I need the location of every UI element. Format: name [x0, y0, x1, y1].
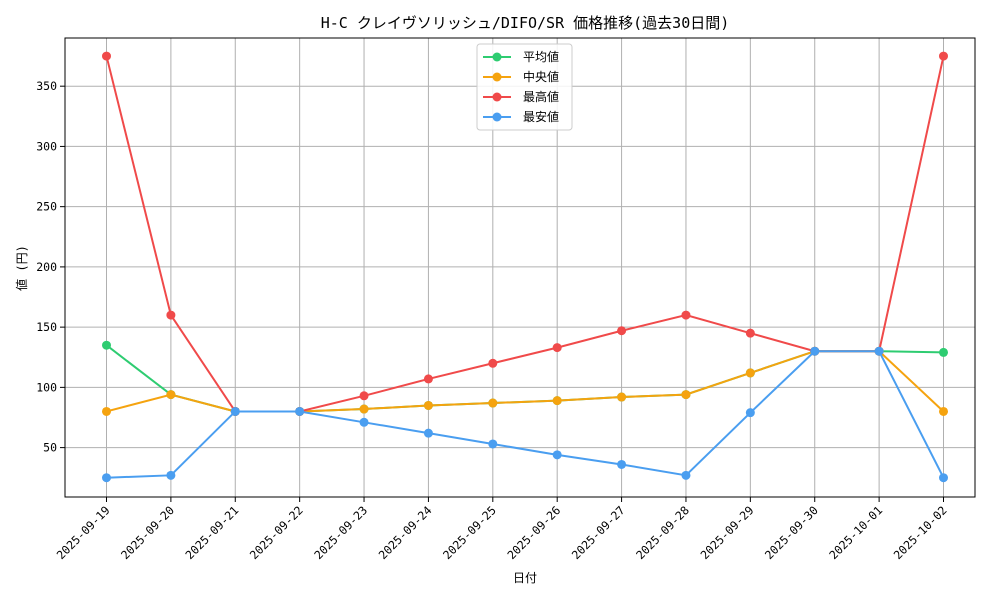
legend-box — [476, 43, 573, 131]
data-point — [488, 398, 498, 408]
data-point — [681, 390, 691, 400]
series-layer — [102, 51, 948, 483]
x-tick-label: 2025-09-24 — [376, 503, 435, 562]
x-tick-label: 2025-10-01 — [826, 503, 885, 562]
data-point — [359, 404, 369, 414]
x-axis: 2025-09-19 2025-09-20 2025-09-21 2025-09-22… — [54, 497, 950, 562]
data-point — [939, 406, 948, 416]
x-tick-label: 2025-09-28 — [633, 503, 692, 562]
legend-item: 平均値 — [483, 49, 559, 64]
y-tick-label: 300 — [36, 139, 57, 153]
x-tick-label: 2025-09-19 — [54, 503, 113, 562]
data-point — [423, 400, 433, 410]
data-point — [617, 459, 627, 469]
data-point — [745, 328, 755, 338]
data-point — [166, 470, 176, 480]
data-point — [552, 396, 562, 406]
x-tick-label: 2025-09-22 — [247, 503, 306, 562]
data-point — [681, 470, 691, 480]
data-point — [423, 428, 433, 438]
series-1 — [102, 346, 948, 416]
legend-label: 平均値 — [523, 49, 559, 64]
data-point — [166, 390, 176, 400]
series-3 — [102, 346, 948, 483]
legend-item: 中央値 — [483, 69, 559, 84]
legend-marker — [492, 92, 502, 102]
x-tick-label: 2025-09-20 — [118, 503, 177, 562]
data-point — [939, 51, 948, 61]
data-point — [681, 310, 691, 320]
plot-frame — [64, 37, 976, 498]
x-tick-label: 2025-10-02 — [891, 503, 950, 562]
legend-marker — [492, 72, 502, 82]
x-tick-label: 2025-09-23 — [311, 503, 370, 562]
data-point — [423, 374, 433, 384]
legend-label: 最高値 — [523, 89, 559, 104]
data-point — [617, 392, 627, 402]
data-point — [102, 51, 111, 61]
x-tick-label: 2025-09-27 — [569, 503, 628, 562]
y-tick-label: 100 — [36, 380, 57, 394]
data-point — [166, 310, 176, 320]
y-tick-label: 200 — [36, 260, 57, 274]
legend-item: 最高値 — [483, 89, 559, 104]
legend-marker — [492, 52, 502, 62]
data-point — [230, 406, 240, 416]
x-tick-label: 2025-09-26 — [504, 503, 563, 562]
data-point — [939, 473, 948, 483]
data-point — [359, 417, 369, 427]
data-point — [552, 343, 562, 353]
data-point — [874, 346, 884, 356]
data-point — [488, 358, 498, 368]
chart-title: H-C クレイヴソリッシュ/DIFO/SR 価格推移(過去30日間) — [321, 14, 730, 32]
grid — [65, 38, 975, 497]
series-line — [106, 350, 945, 479]
data-point — [359, 391, 369, 401]
y-tick-label: 350 — [36, 79, 57, 93]
x-tick-label: 2025-09-21 — [183, 503, 242, 562]
x-axis-label: 日付 — [513, 571, 537, 585]
y-axis-label: 値 (円) — [14, 245, 29, 291]
data-point — [745, 368, 755, 378]
data-point — [552, 450, 562, 460]
y-tick-label: 250 — [36, 200, 57, 214]
y-axis: 50 100 150 200 250 300 350 — [36, 79, 65, 455]
data-point — [102, 340, 111, 350]
data-point — [617, 326, 627, 336]
data-point — [745, 408, 755, 418]
legend-item: 最安値 — [483, 109, 559, 124]
legend-label: 中央値 — [523, 69, 559, 84]
legend-marker — [492, 112, 502, 122]
data-point — [102, 473, 111, 483]
data-point — [102, 406, 111, 416]
data-point — [488, 439, 498, 449]
legend-label: 最安値 — [523, 109, 559, 124]
series-line — [106, 350, 945, 413]
x-tick-label: 2025-09-25 — [440, 503, 499, 562]
x-tick-label: 2025-09-29 — [698, 503, 757, 562]
data-point — [295, 406, 305, 416]
x-tick-label: 2025-09-30 — [762, 503, 821, 562]
data-point — [939, 347, 948, 357]
data-point — [810, 346, 820, 356]
y-tick-label: 50 — [43, 441, 57, 455]
y-tick-label: 150 — [36, 320, 57, 334]
